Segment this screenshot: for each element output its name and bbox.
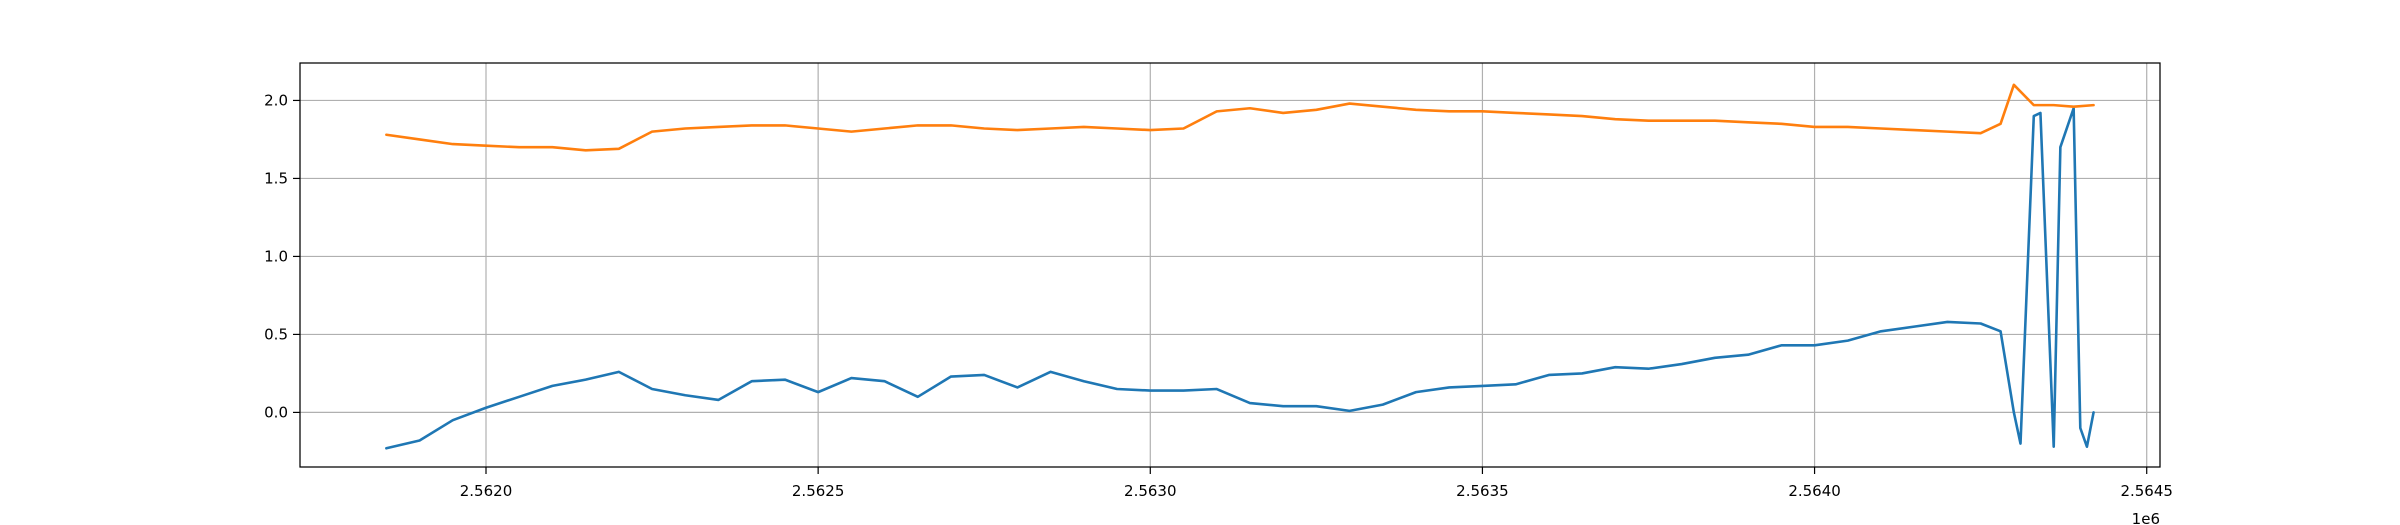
plot-frame [299, 62, 2161, 468]
x-tick-label: 2.5645 [2120, 482, 2173, 500]
x-offset-label: 1e6 [2132, 510, 2160, 525]
x-tick-label: 2.5630 [1124, 482, 1177, 500]
plot-area [300, 63, 2160, 467]
x-tick-label: 2.5640 [1788, 482, 1841, 500]
y-tick-label: 0.0 [264, 403, 288, 421]
x-tick-label: 2.5635 [1456, 482, 1509, 500]
series-line-2 [385, 83, 2095, 152]
series-line-1 [385, 106, 2095, 450]
x-tick-label: 2.5625 [792, 482, 845, 500]
y-tick-label: 1.0 [264, 247, 288, 265]
y-axis: 0.0 0.5 1.0 1.5 2.0 [264, 91, 300, 421]
y-tick-label: 0.5 [264, 325, 288, 343]
x-axis: 2.5620 2.5625 2.5630 2.5635 2.5640 2.5645 [460, 467, 2173, 500]
y-tick-label: 1.5 [264, 169, 288, 187]
y-tick-label: 2.0 [264, 91, 288, 109]
x-tick-label: 2.5620 [460, 482, 513, 500]
series-layer [385, 83, 2095, 450]
